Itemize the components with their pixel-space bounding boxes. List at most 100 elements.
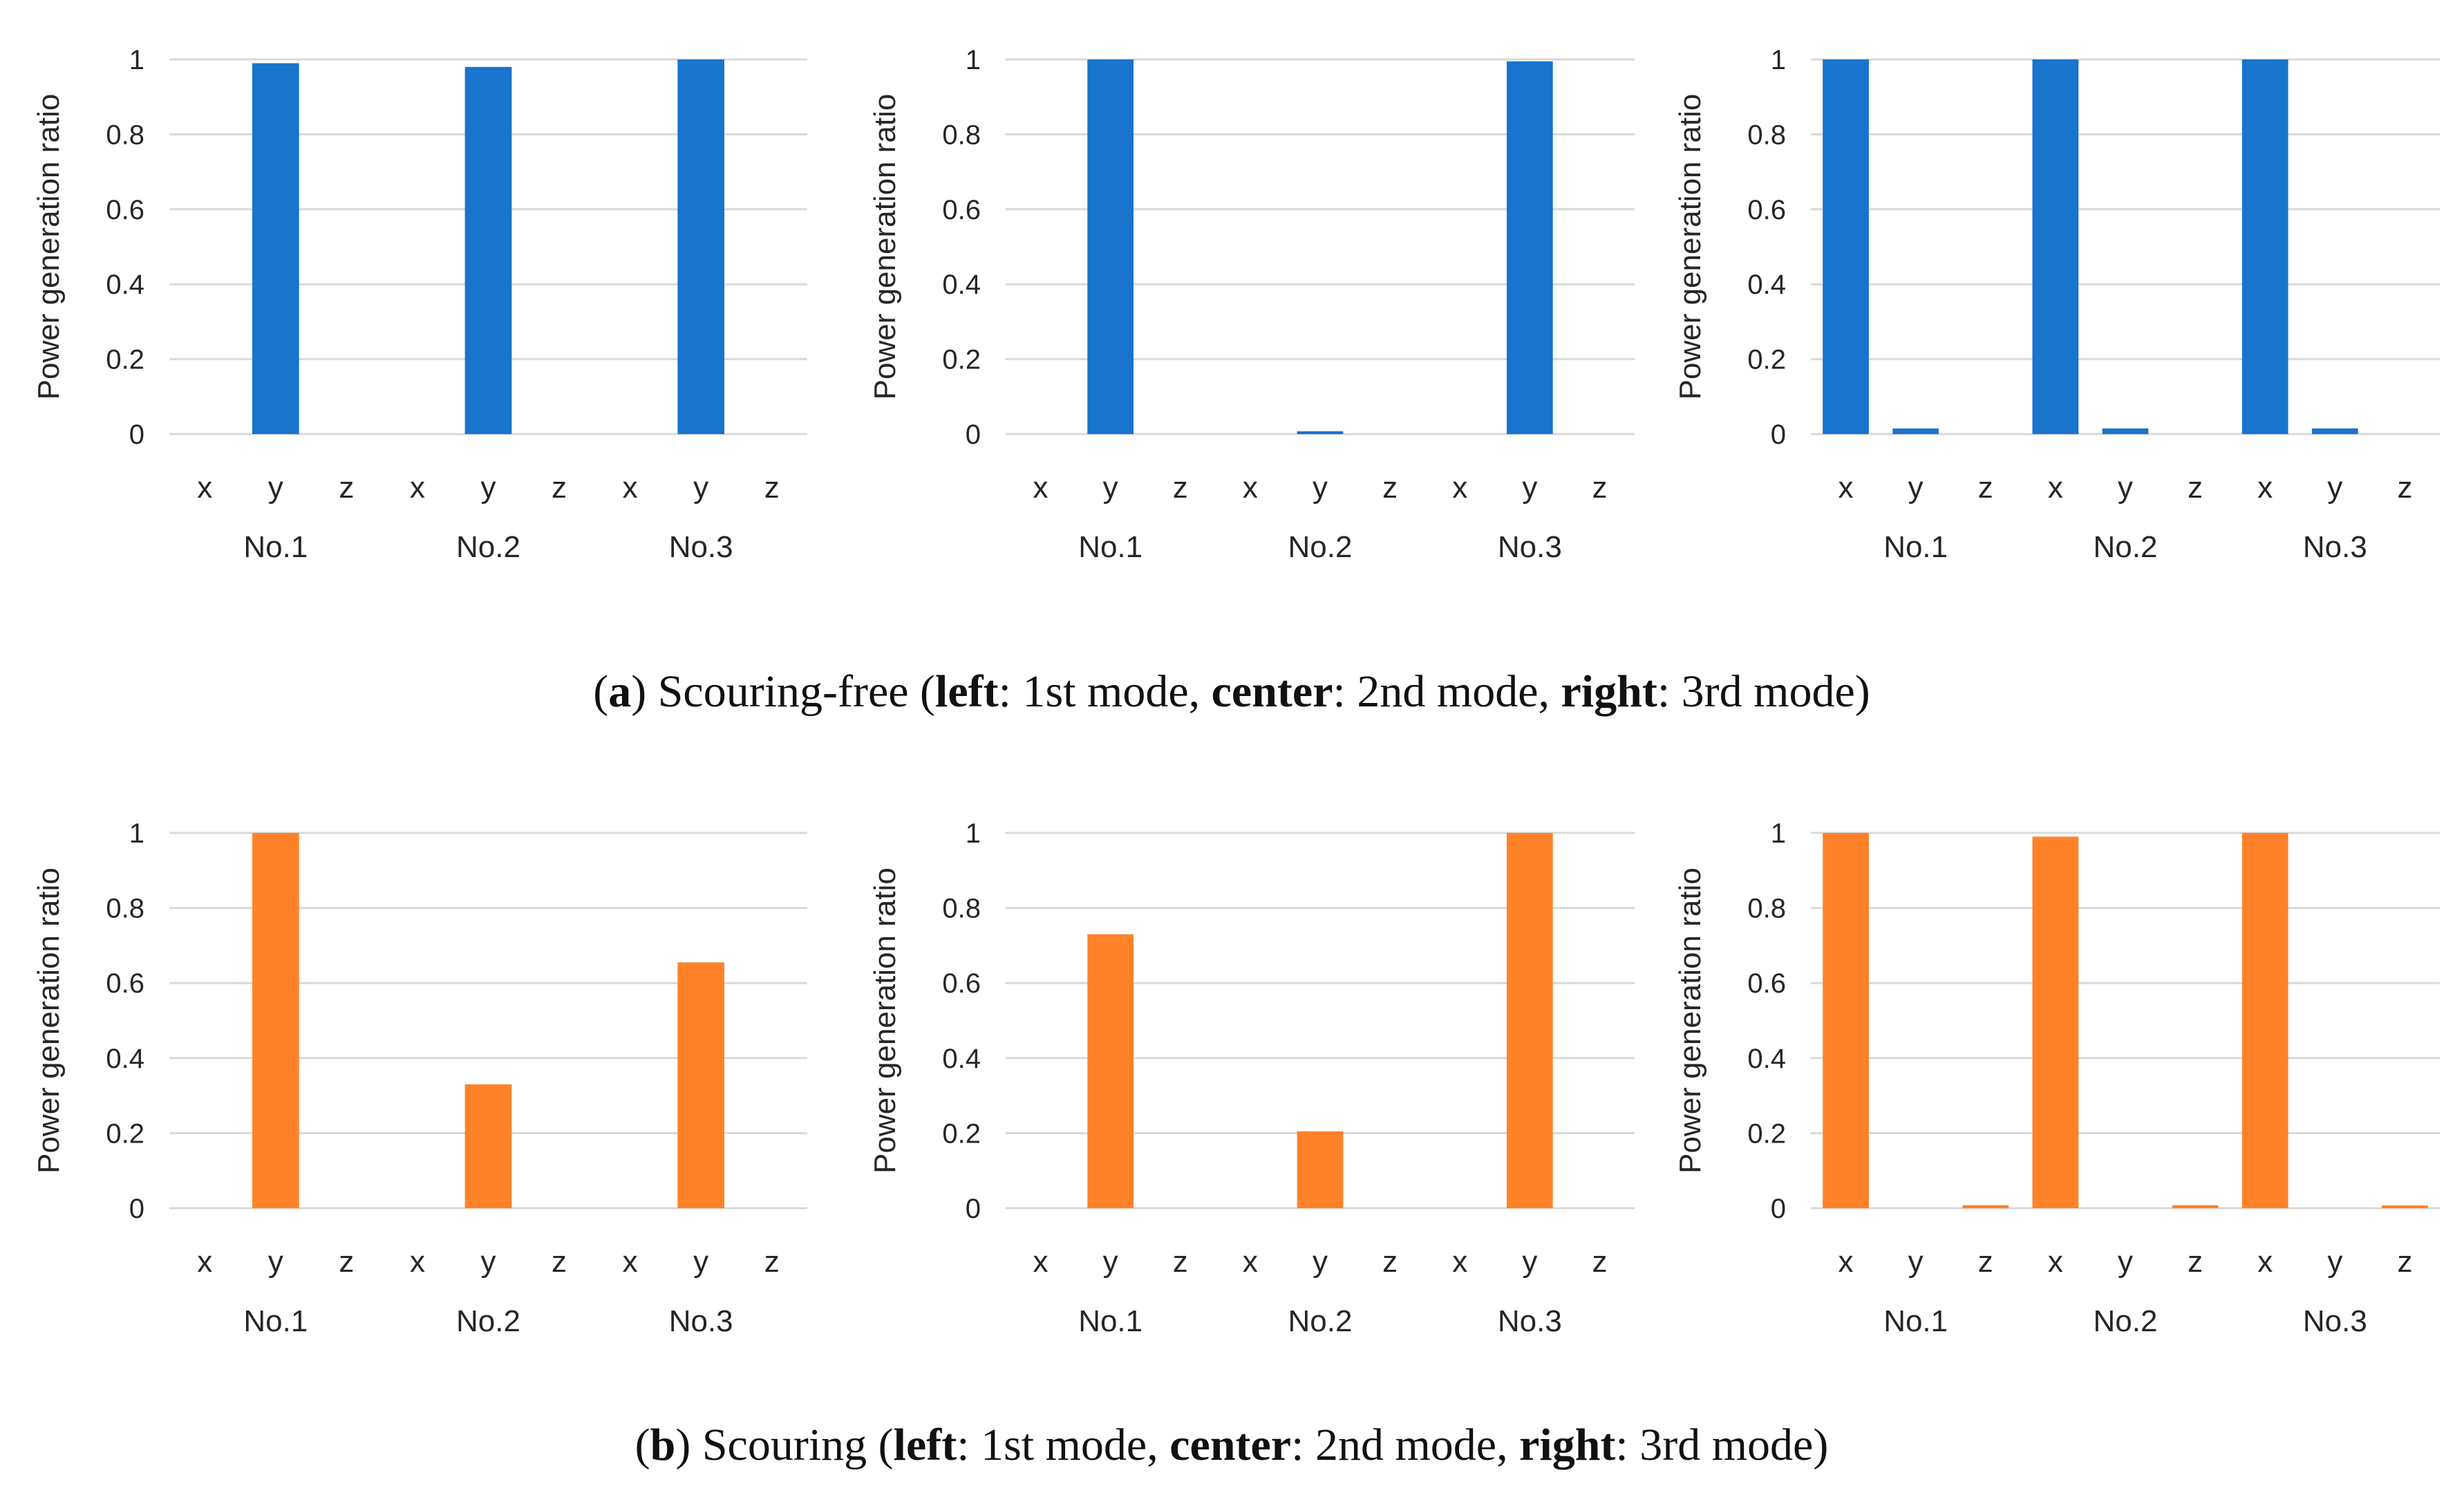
x-tick-label: x: [1033, 1245, 1048, 1279]
x-tick-label: y: [1908, 1245, 1924, 1279]
bar: [1297, 1131, 1344, 1208]
y-tick-label: 0: [1771, 1194, 1786, 1224]
x-tick-label: z: [2188, 1245, 2203, 1279]
chart-b-right: 0 0.2 0.4 0.6 0.8 1 x y z x y z x y z No.1 No.2 No.3 Power…: [1673, 818, 2440, 1338]
group-label: No.1: [1883, 1304, 1948, 1338]
y-tick-label: 0.6: [106, 968, 144, 999]
y-tick-label: 0.8: [106, 894, 144, 924]
x-tick-label: y: [2118, 471, 2133, 505]
y-tick-label: 0.4: [106, 270, 144, 300]
y-tick-label: 0.2: [106, 1118, 144, 1149]
x-tick-label: y: [693, 471, 708, 505]
bar: [677, 962, 725, 1208]
y-tick-label: 0.6: [1747, 968, 1786, 999]
x-tick-label: y: [1313, 471, 1328, 505]
y-tick-label: 0.2: [942, 345, 981, 375]
y-tick-label: 0.6: [942, 968, 981, 999]
group-label: No.2: [456, 530, 520, 564]
x-tick-label: z: [2188, 471, 2203, 505]
bar: [1087, 59, 1134, 434]
y-tick-label: 1: [966, 45, 981, 75]
y-tick-label: 0.2: [1747, 345, 1786, 375]
x-tick-label: y: [1908, 471, 1924, 505]
group-label: No.3: [1498, 1304, 1562, 1338]
x-tick-label: z: [2397, 1245, 2412, 1279]
bar: [1087, 934, 1134, 1208]
x-tick-label: x: [197, 471, 212, 505]
group-label: No.2: [456, 1304, 520, 1338]
caption-a: (a) Scouring-free (left: 1st mode, cente…: [593, 666, 1870, 717]
bar: [252, 63, 299, 435]
x-tick-label: z: [1978, 1245, 1993, 1279]
x-tick-label: x: [1452, 1245, 1467, 1279]
x-tick-label: z: [1592, 471, 1607, 505]
y-tick-label: 0.6: [1747, 195, 1786, 225]
y-tick-label: 0.4: [106, 1044, 144, 1074]
chart-a-center: 0 0.2 0.4 0.6 0.8 1 x y z x y z x y z No.1 No.2 No.3 Power…: [868, 45, 1635, 564]
x-tick-label: z: [1382, 1245, 1398, 1279]
bar: [2172, 1205, 2219, 1208]
group-label: No.3: [669, 1304, 733, 1338]
x-tick-label: z: [339, 471, 354, 505]
x-tick-label: z: [1978, 471, 1993, 505]
bar: [2032, 59, 2079, 434]
y-tick-label: 0: [129, 420, 144, 450]
x-tick-label: z: [1592, 1245, 1607, 1279]
x-tick-label: y: [481, 471, 496, 505]
x-tick-label: x: [1243, 1245, 1258, 1279]
x-tick-label: y: [2118, 1245, 2133, 1279]
group-label: No.2: [1288, 530, 1353, 564]
group-label: No.2: [1288, 1304, 1353, 1338]
bar: [1506, 833, 1553, 1208]
x-tick-label: y: [268, 1245, 283, 1279]
x-tick-label: y: [1313, 1245, 1328, 1279]
x-tick-label: y: [268, 471, 283, 505]
y-tick-label: 0.4: [1747, 270, 1786, 300]
x-tick-label: x: [410, 1245, 425, 1279]
y-tick-label: 0: [129, 1194, 144, 1224]
y-tick-label: 0.8: [942, 120, 981, 150]
x-tick-label: x: [2257, 471, 2273, 505]
group-label: No.1: [243, 1304, 308, 1338]
y-tick-label: 0.6: [106, 195, 144, 225]
bar: [2032, 836, 2079, 1208]
bar: [2102, 428, 2149, 434]
group-label: No.1: [1078, 530, 1142, 564]
y-tick-label: 1: [1771, 45, 1786, 75]
x-tick-label: x: [2048, 1245, 2063, 1279]
x-tick-label: z: [764, 1245, 780, 1279]
x-tick-label: x: [623, 1245, 638, 1279]
y-axis-label: Power generation ratio: [868, 94, 902, 400]
bar: [2382, 1205, 2428, 1208]
group-label: No.1: [1078, 1304, 1142, 1338]
y-tick-label: 0.2: [106, 345, 144, 375]
y-axis-label: Power generation ratio: [32, 867, 66, 1174]
y-tick-label: 0.8: [1747, 120, 1786, 150]
bar: [677, 59, 725, 434]
bar: [1962, 1205, 2009, 1208]
y-tick-label: 0.4: [942, 270, 981, 300]
y-tick-label: 1: [966, 818, 981, 849]
y-tick-label: 1: [129, 45, 144, 75]
bar: [464, 1084, 512, 1208]
x-tick-label: x: [1033, 471, 1048, 505]
y-tick-label: 0.6: [942, 195, 981, 225]
group-label: No.3: [1498, 530, 1562, 564]
group-label: No.1: [1883, 530, 1948, 564]
x-tick-label: y: [481, 1245, 496, 1279]
x-tick-label: y: [1522, 1245, 1537, 1279]
y-axis-label: Power generation ratio: [1673, 867, 1707, 1174]
x-tick-label: x: [197, 1245, 212, 1279]
group-label: No.3: [2303, 1304, 2367, 1338]
x-tick-label: x: [410, 471, 425, 505]
x-tick-label: z: [1173, 1245, 1188, 1279]
x-tick-label: x: [1452, 471, 1467, 505]
y-tick-label: 0.4: [1747, 1044, 1786, 1074]
x-tick-label: x: [2257, 1245, 2273, 1279]
x-tick-label: x: [1243, 471, 1258, 505]
bar: [2241, 59, 2288, 434]
x-tick-label: y: [2327, 1245, 2342, 1279]
y-tick-label: 0.8: [106, 120, 144, 150]
